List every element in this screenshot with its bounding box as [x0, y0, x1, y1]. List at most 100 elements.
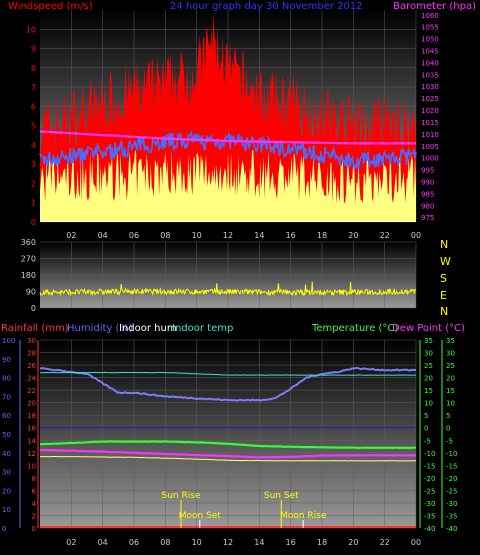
sun-set-label: Sun Set	[264, 491, 299, 501]
series-temperature-c-	[39, 440, 416, 450]
dewpoint-y-tick: 35	[446, 337, 455, 345]
series-humidity-	[39, 367, 416, 402]
rainfall-y-tick: 6	[32, 487, 37, 495]
temperature-y-tick: 25	[424, 362, 433, 370]
dewpoint-y-tick: -5	[446, 437, 453, 445]
dewpoint-y-tick: 5	[446, 412, 450, 420]
temperature-x-tick: 02	[66, 538, 76, 547]
dewpoint-y-tick: 0	[446, 425, 450, 433]
dewpoint-label: Dew Point (°C)	[392, 323, 465, 334]
rainfall-y-tick: 20	[27, 400, 36, 408]
rainfall-y-tick: 28	[27, 350, 36, 358]
wind-x-tick: 08	[160, 231, 170, 240]
barometer-y-tick: 1050	[421, 36, 439, 44]
compass-east: E	[440, 289, 447, 302]
temperature-y-tick: -35	[424, 512, 435, 520]
temperature-y-tick: 10	[424, 400, 433, 408]
wind-minimum-area	[40, 149, 416, 222]
rainfall-y-tick: 30	[27, 337, 36, 345]
windspeed-axis-title: Windspeed (m/s)	[8, 1, 93, 12]
barometer-y-tick: 980	[421, 202, 434, 210]
humidity-y-tick: 40	[2, 450, 11, 458]
indoor-hum-label: Indoor hum	[119, 323, 177, 334]
humidity-y-tick: 10	[2, 506, 11, 514]
rainfall-label: Rainfall (mm)	[1, 323, 69, 334]
compass-north-top: N	[440, 238, 448, 251]
direction-y-tick: 360	[21, 238, 36, 247]
barometer-y-tick: 1045	[421, 47, 439, 55]
rainfall-y-tick: 0	[32, 525, 36, 533]
dewpoint-y-tick: 15	[446, 387, 455, 395]
temperature-y-tick: -40	[424, 525, 435, 533]
wind-y-tick: 5	[31, 122, 36, 131]
wind-y-tick: 0	[31, 218, 36, 227]
humidity-y-tick: 50	[2, 431, 11, 439]
direction-y-tick: 180	[21, 271, 36, 280]
temperature-y-tick: 35	[424, 337, 433, 345]
wind-y-tick: 9	[31, 45, 36, 54]
dewpoint-y-tick: -15	[446, 462, 457, 470]
moon-rise-label: Moon Rise	[280, 511, 327, 521]
temperature-x-tick: 08	[160, 538, 170, 547]
dewpoint-y-tick: 10	[446, 400, 455, 408]
barometer-line	[39, 130, 416, 145]
wind-x-tick: 16	[286, 231, 296, 240]
humidity-y-tick: 100	[2, 337, 15, 345]
dewpoint-y-tick: -35	[446, 512, 457, 520]
series-indoor-temp	[39, 371, 417, 376]
dewpoint-y-tick: -20	[446, 475, 457, 483]
sun-moon-events: Sun Rise Sun Set Moon Set Moon Rise	[162, 491, 327, 528]
temperature-x-tick: 04	[98, 538, 108, 547]
wind-y-tick: 6	[31, 102, 36, 111]
barometer-y-tick: 1030	[421, 83, 439, 91]
temperature-y-tick: 15	[424, 387, 433, 395]
wind-x-tick: 04	[98, 231, 108, 240]
barometer-y-tick: 990	[421, 179, 434, 187]
direction-y-tick: 90	[26, 288, 36, 297]
direction-y-tick: 270	[21, 255, 36, 264]
temperature-y-tick: 5	[424, 412, 428, 420]
barometer-y-tick: 1015	[421, 119, 439, 127]
barometer-y-tick: 995	[421, 167, 434, 175]
dewpoint-y-tick: -25	[446, 487, 457, 495]
temperature-series	[39, 367, 417, 528]
humidity-y-tick: 60	[2, 412, 11, 420]
wind-x-tick: 14	[254, 231, 264, 240]
wind-y-tick: 1	[31, 199, 36, 208]
humidity-y-tick: 30	[2, 469, 11, 477]
wind-y-tick: 7	[31, 83, 36, 92]
compass-south: S	[440, 272, 447, 285]
barometer-y-tick: 1000	[421, 155, 439, 163]
wind-direction-trace	[39, 281, 417, 297]
temperature-x-tick: 12	[223, 538, 233, 547]
wind-y-tick: 2	[31, 179, 36, 188]
wind-average-line	[39, 130, 417, 172]
temperature-y-tick: -30	[424, 500, 435, 508]
rainfall-y-tick: 10	[27, 462, 36, 470]
rainfall-y-tick: 4	[32, 500, 37, 508]
temperature-x-tick: 18	[317, 538, 327, 547]
humidity-y-tick: 0	[2, 525, 6, 533]
sun-rise-label: Sun Rise	[162, 491, 201, 501]
axis-labels: 0123456789109759809859909951000100510101…	[2, 12, 457, 547]
barometer-y-tick: 1005	[421, 143, 439, 151]
temperature-y-tick: 0	[424, 425, 428, 433]
temperature-x-tick: 20	[348, 538, 358, 547]
wind-x-tick: 10	[192, 231, 202, 240]
temperature-x-tick: 10	[192, 538, 202, 547]
wind-x-tick: 02	[66, 231, 76, 240]
temperature-y-tick: 20	[424, 375, 433, 383]
wind-series	[39, 13, 417, 223]
humidity-y-tick: 90	[2, 356, 11, 364]
wind-x-tick: 22	[380, 231, 390, 240]
rainfall-y-tick: 12	[27, 450, 36, 458]
rainfall-y-tick: 22	[27, 387, 36, 395]
series-indoor-hum	[40, 455, 417, 462]
rainfall-y-tick: 2	[32, 512, 36, 520]
moon-set-label: Moon Set	[179, 511, 222, 521]
temperature-x-tick: 00	[411, 538, 421, 547]
barometer-y-tick: 1040	[421, 59, 439, 67]
humidity-label: Humidity (%)	[67, 323, 133, 334]
wind-x-tick: 20	[348, 231, 358, 240]
